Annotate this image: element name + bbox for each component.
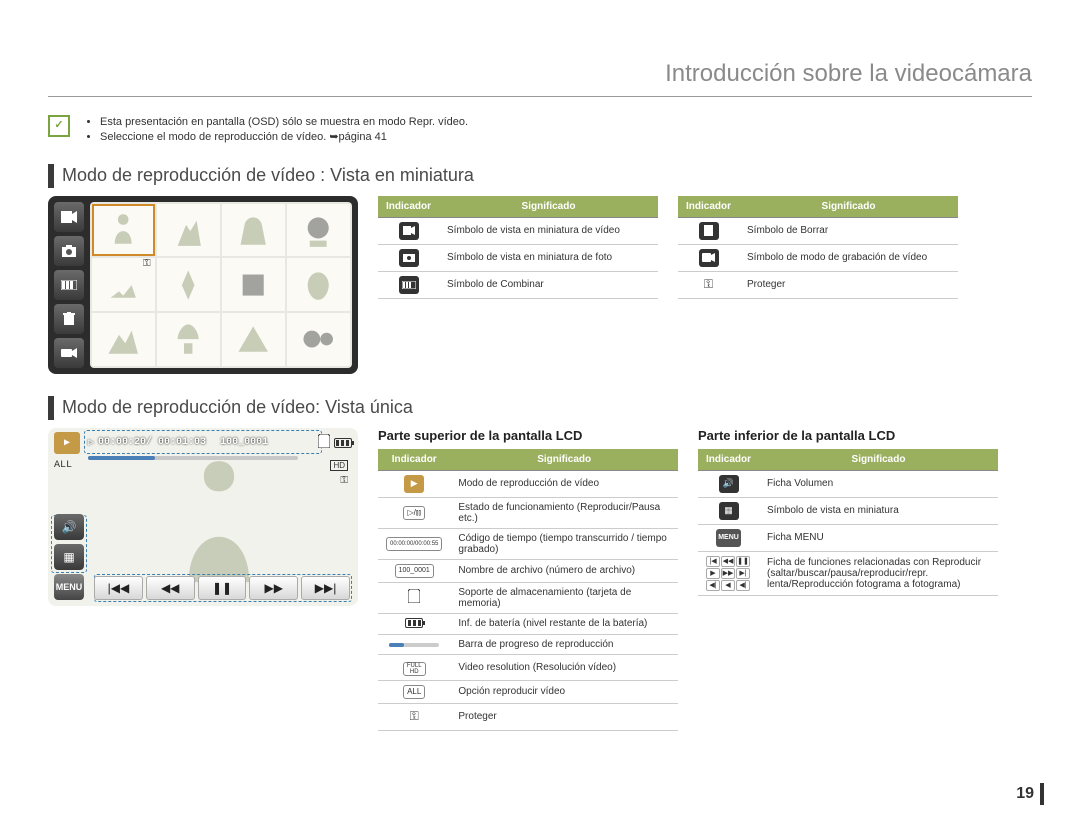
combine-icon[interactable] bbox=[54, 270, 84, 300]
table-thumb-a: IndicadorSignificado Símbolo de vista en… bbox=[378, 196, 658, 299]
delete-icon[interactable] bbox=[54, 304, 84, 334]
osd-timecode: 00:00:20/ 00:01:03 bbox=[98, 437, 206, 448]
skip-fwd-button[interactable]: ▶▶| bbox=[301, 576, 350, 600]
info-bullet: Esta presentación en pantalla (OSD) sólo… bbox=[100, 115, 468, 130]
filename-icon: 100_0001 bbox=[395, 564, 434, 578]
battery-icon bbox=[405, 618, 423, 628]
section2-row: ▶ ▷ 00:00:20/ 00:01:03 100_0001 ALL HD ⚿… bbox=[48, 428, 1032, 731]
info-bullet: Seleccione el modo de reproducción de ví… bbox=[100, 130, 468, 145]
page-title: Introducción sobre la videocámara bbox=[48, 60, 1032, 88]
osd-right: HD ⚿ bbox=[330, 460, 348, 486]
table-thumb-b: IndicadorSignificado Símbolo de Borrar S… bbox=[678, 196, 958, 299]
protect-key-icon: ⚿ bbox=[340, 475, 348, 486]
playback-mode-icon: ▶ bbox=[404, 475, 424, 493]
header-rule bbox=[48, 96, 1032, 97]
protect-key-icon: ⚿ bbox=[699, 276, 719, 294]
transport-bar: |◀◀ ◀◀ ❚❚ ▶▶ ▶▶| bbox=[94, 576, 350, 600]
pause-button[interactable]: ❚❚ bbox=[198, 576, 247, 600]
record-mode-icon[interactable] bbox=[54, 338, 84, 368]
resolution-icon: FULLHD bbox=[403, 662, 426, 676]
thumbnail-tab-icon[interactable]: ▦ bbox=[54, 544, 84, 570]
rewind-button[interactable]: ◀◀ bbox=[146, 576, 195, 600]
playback-mode-chip-icon: ▶ bbox=[54, 432, 80, 454]
transport-cluster-icon: |◀◀◀❚❚ ▶▶▶▶| ◀|◀◀| bbox=[706, 556, 751, 591]
volume-tab-icon[interactable]: 🔊 bbox=[54, 514, 84, 540]
menu-tab[interactable]: MENU bbox=[54, 574, 84, 600]
top-osd: ▶ ▷ 00:00:20/ 00:01:03 100_0001 bbox=[54, 432, 352, 454]
osd-left-side: 🔊 ▦ bbox=[54, 514, 84, 570]
thumbnail-grid bbox=[90, 202, 352, 368]
info-box: ✓ Esta presentación en pantalla (OSD) só… bbox=[48, 115, 1032, 146]
storage-card-icon bbox=[408, 595, 420, 606]
thumbnail-tab-icon: ▦ bbox=[719, 502, 739, 520]
subheading-top: Parte superior de la pantalla LCD bbox=[378, 428, 678, 443]
skip-back-button[interactable]: |◀◀ bbox=[94, 576, 143, 600]
volume-tab-icon: 🔊 bbox=[719, 475, 739, 493]
protect-key-icon: ⚿ bbox=[404, 708, 424, 726]
osd-filename: 100_0001 bbox=[220, 437, 268, 448]
check-icon: ✓ bbox=[48, 115, 70, 137]
battery-icon bbox=[334, 438, 352, 448]
section-heading: Modo de reproducción de vídeo : Vista en… bbox=[48, 164, 1032, 188]
card-icon bbox=[318, 434, 330, 452]
progress-bar-icon bbox=[389, 643, 439, 647]
photo-thumb-tab-icon[interactable] bbox=[54, 236, 84, 266]
timecode-icon: 00:00:00/00:00:55 bbox=[386, 537, 442, 551]
photo-thumb-icon bbox=[399, 249, 419, 267]
delete-icon bbox=[699, 222, 719, 240]
protect-key-icon: ⚿ bbox=[143, 258, 151, 269]
video-thumb-icon bbox=[399, 222, 419, 240]
section-heading: Modo de reproducción de vídeo: Vista úni… bbox=[48, 396, 1032, 420]
record-mode-icon bbox=[699, 249, 719, 267]
page-edge-mark bbox=[1040, 783, 1044, 805]
video-thumb-tab-icon[interactable] bbox=[54, 202, 84, 232]
lcd-single-view: ▶ ▷ 00:00:20/ 00:01:03 100_0001 ALL HD ⚿… bbox=[48, 428, 358, 606]
subheading-bottom: Parte inferior de la pantalla LCD bbox=[698, 428, 998, 443]
menu-tab-icon: MENU bbox=[716, 529, 741, 547]
forward-button[interactable]: ▶▶ bbox=[249, 576, 298, 600]
table-top-lcd: IndicadorSignificado ▶Modo de reproducci… bbox=[378, 449, 678, 731]
progress-bar bbox=[88, 456, 298, 460]
section1-row: ⚿ IndicadorSignificado Símbolo de vista … bbox=[48, 196, 1032, 374]
osd-play-icon: ▷ bbox=[88, 437, 94, 449]
play-option-icon: ALL bbox=[403, 685, 425, 699]
combine-icon bbox=[399, 276, 419, 294]
lcd-thumbnail-view: ⚿ bbox=[48, 196, 358, 374]
table-bottom-lcd: IndicadorSignificado 🔊Ficha Volumen ▦Sím… bbox=[698, 449, 998, 596]
hd-label: HD bbox=[330, 460, 348, 471]
page-number: 19 bbox=[1016, 785, 1034, 803]
all-label: ALL bbox=[54, 460, 72, 471]
play-pause-state-icon: ▷/⫾⫾ bbox=[403, 506, 425, 520]
